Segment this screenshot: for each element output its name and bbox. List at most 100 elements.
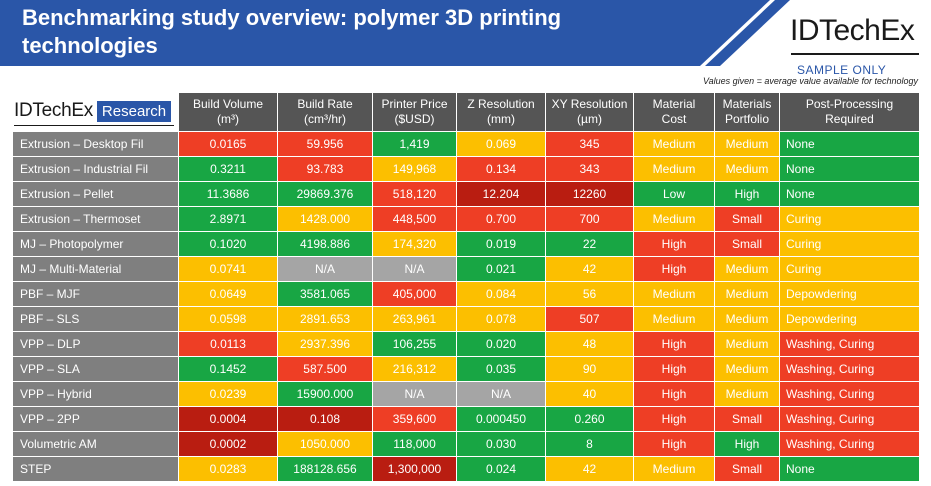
table-cell: Small	[714, 456, 780, 482]
table-row: Extrusion – Pellet 11.3686 29869.376 518,12…	[12, 181, 920, 207]
row-label: VPP – 2PP	[12, 406, 179, 432]
table-cell: 0.024	[456, 456, 546, 482]
table-cell: High	[633, 431, 715, 457]
table-cell: 188128.656	[277, 456, 373, 482]
column-header-line2: Portfolio	[724, 112, 770, 126]
table-cell: Medium	[633, 306, 715, 332]
table-cell: High	[633, 256, 715, 282]
column-header: Materials Portfolio	[714, 92, 780, 132]
table-cell: 0.0239	[178, 381, 278, 407]
table-cell: None	[779, 156, 920, 182]
table-cell: 0.700	[456, 206, 546, 232]
row-label: Extrusion – Industrial Fil	[12, 156, 179, 182]
table-cell: Medium	[714, 331, 780, 357]
table-cell: Depowdering	[779, 306, 920, 332]
table-cell: N/A	[372, 256, 457, 282]
table-cell: 0.069	[456, 131, 546, 157]
column-header-line1: Printer Price	[381, 97, 448, 111]
table-cell: 22	[545, 231, 634, 257]
table-cell: 0.1020	[178, 231, 278, 257]
table-cell: 40	[545, 381, 634, 407]
column-header-line1: Z Resolution	[467, 97, 535, 111]
table-cell: 0.260	[545, 406, 634, 432]
table-cell: Medium	[714, 131, 780, 157]
column-header-line2: Required	[825, 112, 874, 126]
table-row: PBF – SLS 0.0598 2891.653 263,961 0.078 507 Me…	[12, 306, 920, 332]
column-header: Build Volume (m³)	[178, 92, 278, 132]
table-row: Extrusion – Thermoset 2.8971 1428.000 448,5…	[12, 206, 920, 232]
table-row: PBF – MJF 0.0649 3581.065 405,000 0.084 56 Med…	[12, 281, 920, 307]
table-row: VPP – Hybrid 0.0239 15900.000 N/A N/A 40 High M…	[12, 381, 920, 407]
column-header: Z Resolution (mm)	[456, 92, 546, 132]
table-cell: High	[714, 431, 780, 457]
table-row: VPP – DLP 0.0113 2937.396 106,255 0.020 48 Hig…	[12, 331, 920, 357]
table-row: VPP – SLA 0.1452 587.500 216,312 0.035 90 High…	[12, 356, 920, 382]
table-cell: 59.956	[277, 131, 373, 157]
column-header-line1: Material	[652, 97, 696, 111]
table-row: STEP 0.0283 188128.656 1,300,000 0.024 42 Medi…	[12, 456, 920, 482]
table-cell: Low	[633, 181, 715, 207]
table-cell: 0.0598	[178, 306, 278, 332]
row-label: Volumetric AM	[12, 431, 179, 457]
column-header-line1: Build Rate	[297, 97, 353, 111]
table-cell: 0.0113	[178, 331, 278, 357]
table-cell: 0.134	[456, 156, 546, 182]
table-cell: 56	[545, 281, 634, 307]
table-cell: N/A	[456, 381, 546, 407]
table-cell: 1050.000	[277, 431, 373, 457]
table-cell: 1428.000	[277, 206, 373, 232]
table-cell: Medium	[714, 381, 780, 407]
table-cell: 29869.376	[277, 181, 373, 207]
table-cell: None	[779, 131, 920, 157]
table-cell: 3581.065	[277, 281, 373, 307]
row-label: VPP – DLP	[12, 331, 179, 357]
title-banner: Benchmarking study overview: polymer 3D …	[0, 0, 931, 66]
table-cell: 0.108	[277, 406, 373, 432]
column-header: Build Rate (cm³/hr)	[277, 92, 373, 132]
table-cell: 2937.396	[277, 331, 373, 357]
column-header: Material Cost	[633, 92, 715, 132]
table-cell: Curing	[779, 231, 920, 257]
table-cell: 93.783	[277, 156, 373, 182]
table-cell: High	[633, 231, 715, 257]
table-row: Extrusion – Desktop Fil 0.0165 59.956 1,419…	[12, 131, 920, 157]
table-cell: 149,968	[372, 156, 457, 182]
table-cell: 518,120	[372, 181, 457, 207]
table-cell: None	[779, 456, 920, 482]
table-cell: 2891.653	[277, 306, 373, 332]
table-cell: Washing, Curing	[779, 406, 920, 432]
table-cell: Medium	[633, 206, 715, 232]
column-header-line2: (cm³/hr)	[304, 112, 346, 126]
table-cell: High	[633, 356, 715, 382]
table-cell: 118,000	[372, 431, 457, 457]
benchmark-table: Build Volume (m³) Build Rate (cm³/hr) Printe…	[12, 92, 920, 482]
table-cell: Small	[714, 206, 780, 232]
table-cell: 587.500	[277, 356, 373, 382]
column-header: Post-Processing Required	[779, 92, 920, 132]
column-header-line2: (m³)	[217, 112, 239, 126]
table-cell: 507	[545, 306, 634, 332]
table-cell: 0.084	[456, 281, 546, 307]
table-row: VPP – 2PP 0.0004 0.108 359,600 0.000450 0.260…	[12, 406, 920, 432]
table-cell: 359,600	[372, 406, 457, 432]
table-cell: 405,000	[372, 281, 457, 307]
row-label: PBF – MJF	[12, 281, 179, 307]
row-label: Extrusion – Desktop Fil	[12, 131, 179, 157]
table-cell: 12.204	[456, 181, 546, 207]
column-header-line2: (µm)	[577, 112, 602, 126]
table-cell: 15900.000	[277, 381, 373, 407]
table-cell: 343	[545, 156, 634, 182]
table-cell: Washing, Curing	[779, 356, 920, 382]
table-cell: 0.030	[456, 431, 546, 457]
table-cell: Medium	[714, 156, 780, 182]
table-row: Volumetric AM 0.0002 1050.000 118,000 0.030 8…	[12, 431, 920, 457]
table-cell: 216,312	[372, 356, 457, 382]
table-cell: Washing, Curing	[779, 431, 920, 457]
table-cell: 1,300,000	[372, 456, 457, 482]
table-cell: 345	[545, 131, 634, 157]
table-cell: Medium	[633, 456, 715, 482]
table-cell: Small	[714, 231, 780, 257]
table-cell: 263,961	[372, 306, 457, 332]
table-cell: 0.019	[456, 231, 546, 257]
table-cell: 106,255	[372, 331, 457, 357]
